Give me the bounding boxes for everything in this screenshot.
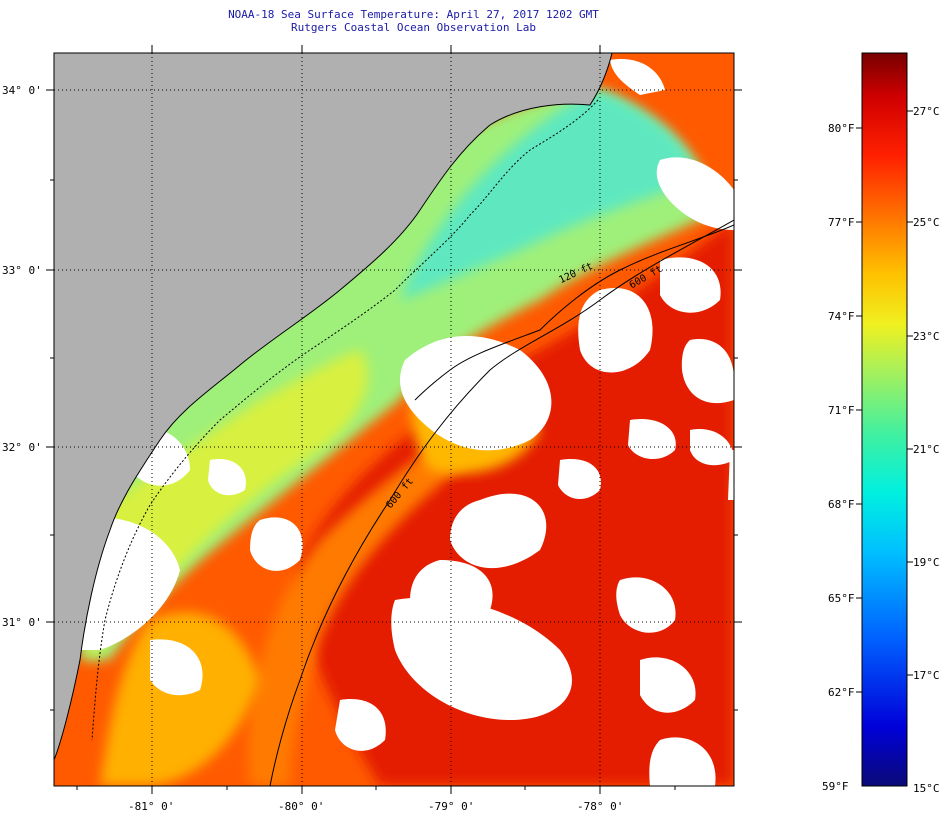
- colorbar-c-27: 27°C: [913, 105, 940, 118]
- colorbar-c-19: 19°C: [913, 556, 940, 569]
- lon-label-80: -80° 0': [278, 800, 325, 813]
- colorbar-ticks: [856, 110, 913, 693]
- colorbar-c-21: 21°C: [913, 443, 940, 456]
- colorbar-f-80: 80°F: [828, 122, 855, 135]
- nearshore-orange: [100, 612, 260, 786]
- land: [54, 53, 612, 760]
- inner-coastline: [91, 99, 599, 741]
- lon-label-79: -79° 0': [428, 800, 475, 813]
- colorbar: [861, 52, 908, 787]
- map-area: [54, 53, 734, 786]
- colorbar-c-17: 17°C: [913, 669, 940, 682]
- colorbar-f-62: 62°F: [828, 686, 855, 699]
- graticule: [54, 53, 734, 786]
- shelf-water-green: [80, 90, 720, 660]
- ocean-orange-band: [248, 440, 470, 786]
- colorbar-f-59: 59°F: [822, 780, 849, 793]
- isobath-600ft: [269, 219, 734, 786]
- colorbar-f-77: 77°F: [828, 216, 855, 229]
- colorbar-c-25: 25°C: [913, 216, 940, 229]
- shelf-water-cyan: [400, 90, 700, 300]
- colorbar-f-74: 74°F: [828, 310, 855, 323]
- map-title: NOAA-18 Sea Surface Temperature: April 2…: [228, 8, 599, 21]
- colorbar-c-23: 23°C: [913, 330, 940, 343]
- lon-label-78: -78° 0': [577, 800, 624, 813]
- isobath-120ft: [414, 224, 734, 401]
- lat-label-31: 31° 0': [2, 616, 42, 629]
- coastline: [54, 53, 613, 761]
- lat-label-32: 32° 0': [2, 441, 42, 454]
- colorbar-c-15: 15°C: [913, 782, 940, 795]
- lat-label-34: 34° 0': [2, 84, 42, 97]
- colorbar-f-65: 65°F: [828, 592, 855, 605]
- colorbar-f-68: 68°F: [828, 498, 855, 511]
- lat-label-33: 33° 0': [2, 264, 42, 277]
- lon-label-81: -81° 0': [128, 800, 175, 813]
- map-subtitle: Rutgers Coastal Ocean Observation Lab: [290, 21, 537, 34]
- map-frame: [53, 52, 735, 787]
- axis-ticks: [46, 45, 742, 794]
- colorbar-f-71: 71°F: [828, 404, 855, 417]
